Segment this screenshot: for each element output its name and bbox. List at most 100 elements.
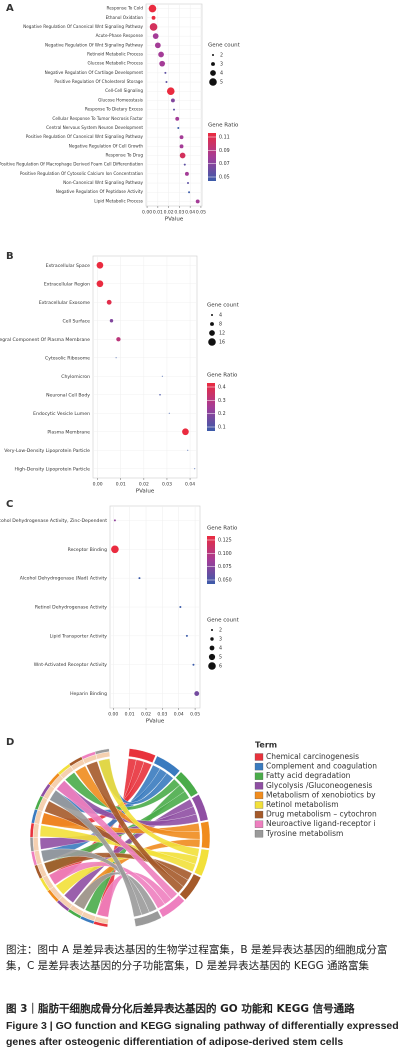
x-tick-label: 0.04 bbox=[185, 210, 195, 216]
legend-label: 5 bbox=[220, 80, 223, 86]
dot bbox=[106, 299, 112, 305]
y-tick-label: Response To Dietary Excess bbox=[85, 107, 143, 112]
x-tick-label: 0.02 bbox=[164, 210, 174, 216]
dot bbox=[187, 182, 189, 185]
dot bbox=[111, 545, 119, 554]
legend-swatch bbox=[254, 753, 264, 761]
dot bbox=[168, 412, 170, 414]
colorbar-label: 0.075 bbox=[218, 564, 232, 570]
panel-label: D bbox=[6, 737, 14, 748]
legend-label: 4 bbox=[220, 71, 223, 77]
colorbar bbox=[207, 536, 215, 584]
dot bbox=[161, 375, 163, 377]
y-tick-label: Neuronal Cell Body bbox=[46, 392, 90, 398]
y-tick-label: Positive Regulation Of Cholesterol Stora… bbox=[54, 79, 143, 84]
legend-label: 3 bbox=[219, 637, 222, 643]
y-tick-label: Response To Cold bbox=[107, 6, 144, 11]
dot bbox=[170, 98, 175, 103]
legend-label: Glycolysis /Gluconeogenesis bbox=[266, 781, 372, 790]
y-tick-label: Ethanol Oxidation bbox=[106, 15, 144, 20]
caption-title-zh: 图 3｜脂肪干细胞成骨分化后差异表达基因的 GO 功能和 KEGG 信号通路 bbox=[6, 1003, 355, 1015]
legend-dot bbox=[211, 62, 215, 66]
colorbar-label: 0.100 bbox=[218, 551, 232, 557]
y-tick-label: Extracellular Exosome bbox=[39, 300, 90, 306]
dot bbox=[182, 428, 189, 436]
dot bbox=[138, 577, 141, 580]
legend-label: 16 bbox=[219, 340, 225, 346]
legend-label: Fatty acid degradation bbox=[266, 771, 351, 780]
dot bbox=[151, 15, 156, 20]
y-tick-label: Alcohol Dehydrogenase Activity, Zinc-Dep… bbox=[0, 518, 107, 524]
legend-dot bbox=[209, 645, 215, 651]
x-tick-label: 0.02 bbox=[139, 482, 149, 488]
x-tick-label: 0.02 bbox=[141, 712, 151, 718]
legend-swatch bbox=[254, 820, 264, 828]
x-tick-label: 0.05 bbox=[196, 210, 206, 216]
legend-label: 2 bbox=[219, 628, 222, 634]
legend-label: 4 bbox=[219, 646, 222, 652]
y-tick-label: Lipid Transporter Activity bbox=[50, 633, 108, 639]
panel-label: A bbox=[6, 3, 14, 14]
term-arc bbox=[134, 910, 162, 927]
legend-label: 2 bbox=[220, 53, 223, 59]
term-arc bbox=[179, 873, 202, 901]
legend-swatch bbox=[254, 791, 264, 800]
colorbar bbox=[207, 383, 215, 431]
y-tick-label: Positive Regulation Of Canonical Wnt Sig… bbox=[26, 134, 144, 139]
legend-swatch bbox=[254, 772, 264, 780]
dot bbox=[173, 108, 175, 111]
x-tick-label: 0.03 bbox=[162, 482, 172, 488]
legend-label: Retinol metabolism bbox=[266, 800, 339, 809]
term-arc bbox=[158, 895, 185, 918]
legend-dot bbox=[211, 629, 213, 631]
y-tick-label: Retinoid Metabolic Process bbox=[87, 52, 143, 57]
y-tick-label: Cell-Cell Signaling bbox=[105, 88, 143, 93]
x-tick-label: 0.01 bbox=[125, 712, 135, 718]
dot bbox=[165, 81, 168, 84]
chord-ribbon bbox=[49, 790, 142, 917]
caption-note: 图注：图中 A 是差异表达基因的生物学过程富集，B 是差异表达基因的细胞成分富集… bbox=[6, 944, 388, 972]
dot bbox=[183, 163, 186, 166]
y-tick-label: Negative Regulation Of Cartilage Develop… bbox=[45, 70, 144, 75]
dot bbox=[159, 393, 161, 396]
y-tick-label: Response To Drug bbox=[106, 153, 144, 158]
dot bbox=[113, 519, 116, 522]
dot bbox=[184, 171, 189, 176]
dot bbox=[149, 23, 158, 31]
gene-band bbox=[94, 748, 110, 755]
legend-title: Gene Ratio bbox=[207, 373, 238, 379]
y-tick-label: Glucose Homeostasis bbox=[98, 97, 143, 102]
colorbar-label: 0.050 bbox=[218, 578, 232, 584]
x-tick-label: 0.04 bbox=[174, 712, 184, 718]
y-tick-label: Non-Canonical Wnt Signaling Pathway bbox=[63, 180, 143, 185]
y-tick-label: Integral Component Of Plasma Membrane bbox=[0, 337, 90, 343]
legend-title: Gene count bbox=[207, 303, 240, 309]
legend-swatch bbox=[254, 810, 264, 819]
y-tick-label: Cellular Response To Tumor Necrosis Fact… bbox=[52, 116, 143, 121]
term-arc bbox=[194, 848, 210, 877]
legend-label: Chemical carcinogenesis bbox=[266, 752, 359, 761]
x-tick-label: 0.03 bbox=[174, 210, 184, 216]
dot bbox=[194, 468, 196, 470]
legend-label: 8 bbox=[219, 322, 222, 328]
legend-title: Gene count bbox=[207, 618, 240, 624]
y-tick-label: Positive Regulation Of Cytosolic Calcium… bbox=[20, 171, 144, 176]
y-tick-label: Endocytic Vesicle Lumen bbox=[33, 411, 90, 417]
legend-title: Term bbox=[255, 741, 277, 750]
legend-title: Gene Ratio bbox=[207, 526, 238, 532]
dot bbox=[158, 51, 164, 58]
colorbar bbox=[208, 133, 216, 181]
y-tick-label: Positive Regulation Of Macrophage Derive… bbox=[0, 162, 143, 167]
y-tick-label: Heparin Binding bbox=[70, 691, 107, 697]
term-arc bbox=[191, 794, 209, 822]
term-arc bbox=[175, 771, 199, 798]
legend-dot bbox=[210, 637, 214, 641]
dot bbox=[195, 199, 200, 204]
panel-label: C bbox=[6, 499, 13, 510]
y-tick-label: Lipid Metabolic Process bbox=[94, 198, 143, 203]
colorbar-label: 0.09 bbox=[219, 148, 230, 154]
legend-label: 12 bbox=[219, 331, 225, 337]
legend-swatch bbox=[254, 830, 264, 838]
colorbar-label: 0.3 bbox=[218, 398, 226, 404]
legend-swatch bbox=[254, 762, 264, 771]
